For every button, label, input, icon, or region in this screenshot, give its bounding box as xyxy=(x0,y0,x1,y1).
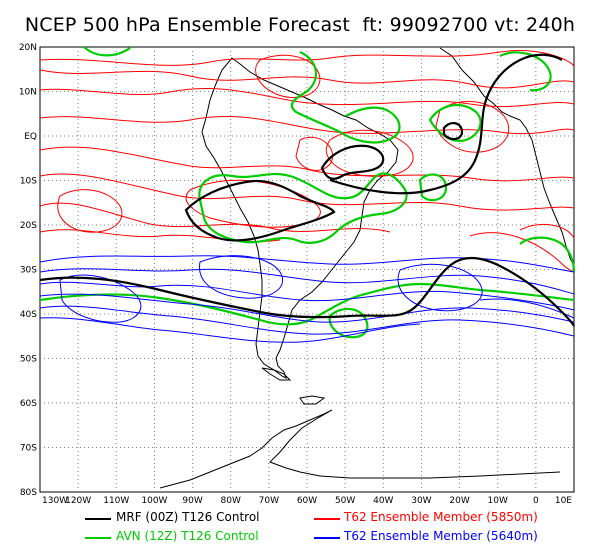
red-contour xyxy=(39,69,575,89)
coastlines xyxy=(159,47,575,489)
lon-tick-label: 100W xyxy=(141,496,167,506)
lon-tick-label: 50W xyxy=(335,496,355,506)
lat-tick-label: 10N xyxy=(19,88,37,98)
lat-tick-label: 80S xyxy=(20,488,37,498)
africa-coast xyxy=(439,47,575,267)
lat-tick-label: EQ xyxy=(24,132,37,142)
lat-tick-label: 20N xyxy=(19,43,37,53)
lon-tick-label: 30W xyxy=(411,496,431,506)
legend-swatch-red-member xyxy=(314,518,340,520)
avn-contour xyxy=(418,173,448,202)
legend-swatch-avn xyxy=(85,537,111,539)
red-contour xyxy=(519,224,575,239)
legend-label-avn: AVN (12Z) T126 Control xyxy=(116,529,259,543)
legend-label-red-member: T62 Ensemble Member (5850m) xyxy=(344,510,538,524)
avn-contour xyxy=(499,51,552,92)
lon-tick-label: 60W xyxy=(297,496,317,506)
red-contour xyxy=(469,232,575,273)
blue-contour xyxy=(39,305,575,337)
lat-tick-label: 50S xyxy=(20,355,37,365)
lat-tick-label: 30S xyxy=(20,266,37,276)
red-contour xyxy=(39,50,575,67)
red-contour xyxy=(39,173,575,211)
lon-tick-label: 120W xyxy=(65,496,91,506)
blue-contour xyxy=(39,268,575,295)
lon-tick-label: 90W xyxy=(182,496,202,506)
avn-control-contours xyxy=(39,46,576,339)
avn-contour xyxy=(519,236,576,273)
blue-contour xyxy=(59,274,142,323)
lon-tick-label: 110W xyxy=(103,496,129,506)
blue-contour xyxy=(199,255,283,299)
red-contour xyxy=(39,88,575,107)
lat-tick-label: 20S xyxy=(20,221,37,231)
chart-title: NCEP 500 hPa Ensemble Forecast ft: 99092… xyxy=(24,14,576,36)
lon-tick-label: 80W xyxy=(221,496,241,506)
avn-contour xyxy=(39,282,575,326)
lat-tick-label: 60S xyxy=(20,399,37,409)
red-contour xyxy=(39,202,391,233)
mrf-contour xyxy=(442,122,464,141)
legend-label-mrf: MRF (00Z) T126 Control xyxy=(116,510,260,524)
antarctic-peninsula-coast xyxy=(299,395,326,405)
red-contour xyxy=(295,136,334,171)
lon-tick-label: 70W xyxy=(259,496,279,506)
lat-axis-labels: 20N 10N EQ 10S 20S 30S 40S 50S 60S 70S 80S xyxy=(19,43,37,498)
lon-tick-label: 20W xyxy=(449,496,469,506)
blue-contour xyxy=(39,281,575,311)
red-contour xyxy=(435,100,510,153)
blue-member-contours xyxy=(39,255,575,343)
blue-contour xyxy=(39,255,575,273)
red-contour xyxy=(185,179,321,228)
mrf-contour xyxy=(184,179,336,242)
avn-contour xyxy=(290,50,401,144)
mrf-contour xyxy=(329,53,563,195)
legend-swatch-blue-member xyxy=(314,537,340,539)
lat-tick-label: 70S xyxy=(20,444,37,454)
blue-contour xyxy=(397,263,483,312)
mrf-control-contours xyxy=(39,53,575,327)
lon-tick-label: 10W xyxy=(488,496,508,506)
antarctica-coast xyxy=(159,409,561,489)
red-member-contours xyxy=(39,50,575,273)
lon-tick-label: 0 xyxy=(533,496,539,506)
mrf-contour xyxy=(39,257,575,327)
blue-contour xyxy=(39,293,575,323)
blue-contour xyxy=(39,317,421,343)
avn-contour xyxy=(328,307,369,339)
lon-tick-label: 40W xyxy=(373,496,393,506)
lat-lon-grid xyxy=(40,47,574,492)
lat-tick-label: 40S xyxy=(20,310,37,320)
tierra-del-fuego-coast xyxy=(261,367,292,381)
red-contour xyxy=(57,189,123,233)
avn-contour xyxy=(83,46,131,57)
avn-contour xyxy=(198,172,408,244)
red-contour xyxy=(325,129,414,177)
red-contour xyxy=(255,54,321,98)
lat-tick-label: 10S xyxy=(20,177,37,187)
legend-label-blue-member: T62 Ensemble Member (5640m) xyxy=(344,529,538,543)
mrf-contour xyxy=(320,144,385,180)
lon-tick-label: 130W xyxy=(42,496,68,506)
legend-swatch-mrf xyxy=(85,518,111,520)
lon-tick-label: 10E xyxy=(555,496,572,506)
